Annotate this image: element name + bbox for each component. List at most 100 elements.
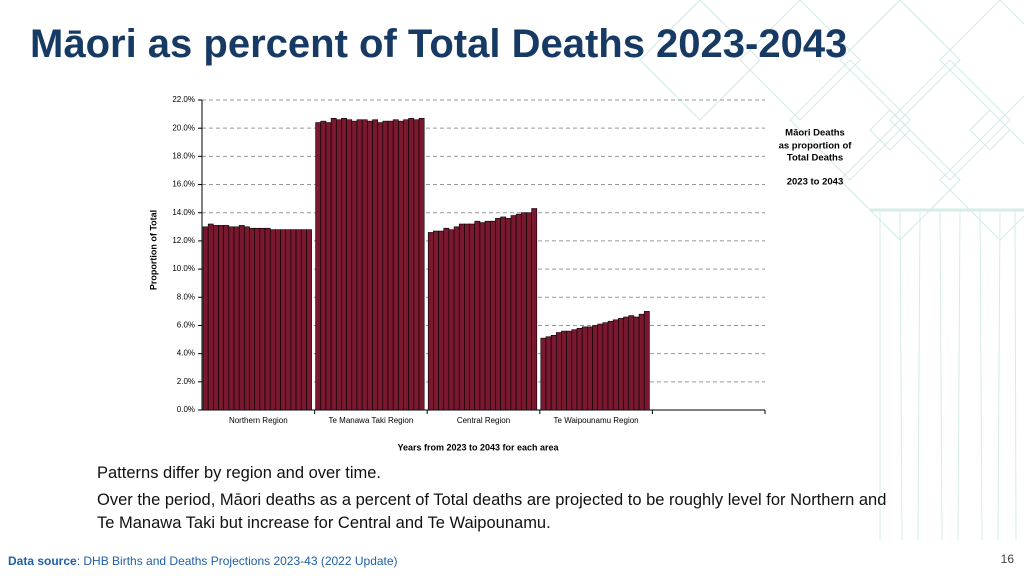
bar: [207, 223, 214, 411]
bar: [249, 227, 256, 411]
bar: [367, 120, 373, 411]
bar: [545, 336, 552, 411]
bar: [346, 119, 353, 411]
annotation: 2023 to 2043: [787, 177, 844, 188]
x-tick-label: Central Region: [457, 416, 510, 425]
bar: [561, 330, 567, 411]
y-tick-label: 0.0%: [177, 405, 195, 414]
y-tick-label: 14.0%: [172, 208, 195, 217]
bar: [361, 119, 368, 411]
y-axis-label: Proportion of Total: [148, 210, 158, 290]
bar: [531, 208, 538, 411]
bar: [520, 212, 527, 411]
bar: [474, 220, 481, 411]
bar: [341, 118, 347, 411]
bar: [300, 229, 307, 411]
bar: [382, 120, 389, 411]
bar: [295, 229, 302, 411]
bar: [571, 329, 578, 411]
bar: [587, 326, 593, 411]
bar: [259, 227, 266, 411]
bar: [566, 330, 573, 411]
bar: [269, 229, 276, 411]
bar: [612, 319, 619, 411]
bar: [233, 226, 240, 411]
bar: [427, 232, 434, 411]
bar: [592, 325, 598, 411]
bar: [403, 119, 409, 411]
bar: [479, 222, 486, 411]
bar: [228, 226, 235, 411]
y-tick-label: 2.0%: [177, 377, 195, 386]
bar: [515, 213, 522, 411]
bar: [628, 315, 635, 411]
bar: [448, 229, 455, 411]
slide-title: Māori as percent of Total Deaths 2023-20…: [30, 22, 848, 66]
bar: [433, 230, 439, 411]
bar: [238, 225, 245, 411]
y-tick-label: 22.0%: [172, 95, 195, 104]
bar: [550, 335, 557, 411]
bar: [244, 226, 250, 411]
bar: [556, 332, 562, 411]
bar: [443, 227, 450, 411]
bar: [392, 119, 399, 411]
bar: [335, 119, 342, 411]
bar: [633, 316, 640, 411]
y-tick-label: 8.0%: [177, 292, 195, 301]
y-tick-label: 12.0%: [172, 236, 195, 245]
bar: [202, 226, 209, 411]
bar: [638, 313, 645, 411]
bar: [213, 225, 219, 411]
bar: [540, 337, 547, 411]
source-text: : DHB Births and Deaths Projections 2023…: [76, 554, 398, 568]
y-tick-label: 6.0%: [177, 321, 195, 330]
y-tick-label: 10.0%: [172, 264, 195, 273]
bar: [495, 218, 501, 411]
chart: Proportion of Total Years from 2023 to 2…: [148, 95, 853, 452]
x-tick-label: Northern Region: [229, 416, 288, 425]
bar: [264, 227, 271, 411]
bar: [505, 218, 512, 411]
y-tick-label: 20.0%: [172, 123, 195, 132]
bar: [285, 229, 292, 411]
bar: [510, 215, 517, 411]
bar: [218, 225, 224, 411]
bar: [581, 326, 588, 411]
bar: [623, 316, 630, 411]
bar: [290, 229, 297, 411]
bar: [413, 119, 420, 411]
y-tick-label: 18.0%: [172, 151, 195, 160]
bar: [223, 225, 230, 411]
bar: [576, 327, 583, 411]
source-label: Data source: [8, 554, 77, 568]
bar: [306, 229, 312, 411]
y-tick-label: 16.0%: [172, 180, 195, 189]
x-axis-label: Years from 2023 to 2043 for each area: [397, 442, 559, 452]
bar: [489, 220, 496, 411]
bar: [602, 322, 609, 411]
data-source: Data source: DHB Births and Deaths Proje…: [8, 554, 398, 568]
bar: [500, 216, 507, 411]
bar: [372, 119, 378, 411]
paragraph: Patterns differ by region and over time.: [97, 464, 382, 482]
bar: [351, 120, 358, 411]
bar: [254, 227, 261, 411]
bar: [453, 226, 460, 411]
bar: [526, 212, 532, 411]
body-text: Patterns differ by region and over time.…: [97, 462, 887, 539]
bar: [377, 122, 384, 411]
annotation: as proportion of: [779, 141, 853, 152]
bar: [469, 223, 476, 411]
bar: [325, 122, 332, 411]
bar: [387, 120, 394, 411]
bar: [484, 220, 491, 411]
bar: [315, 122, 322, 411]
bar: [643, 311, 650, 411]
bar: [438, 230, 445, 411]
bar: [458, 223, 465, 411]
bar: [275, 229, 281, 411]
bar: [280, 229, 287, 411]
